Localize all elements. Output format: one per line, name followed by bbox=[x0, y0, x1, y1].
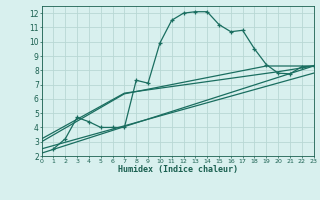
X-axis label: Humidex (Indice chaleur): Humidex (Indice chaleur) bbox=[118, 165, 237, 174]
